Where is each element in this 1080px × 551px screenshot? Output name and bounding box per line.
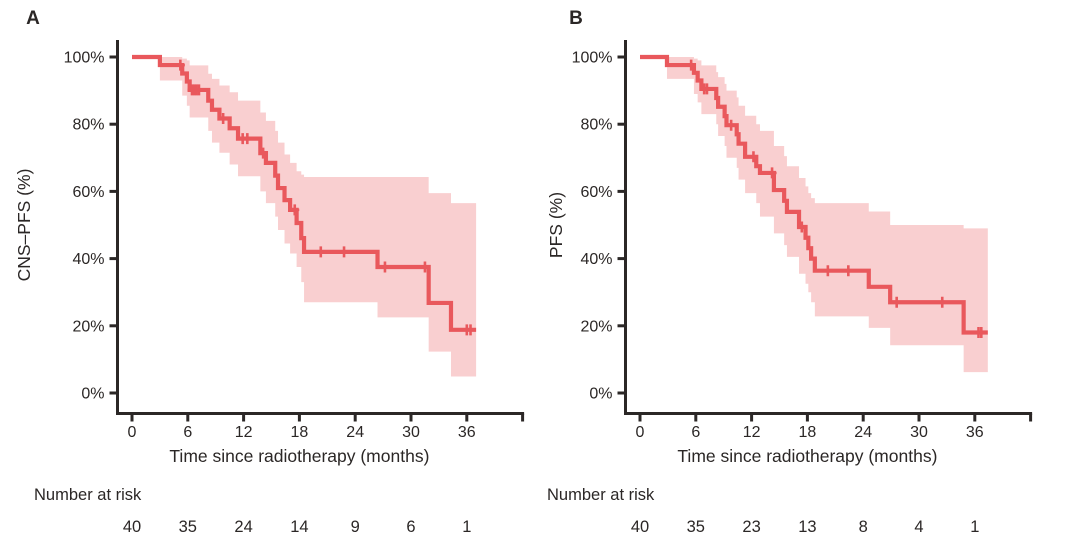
x-tick-label: 0 [636,424,645,441]
y-axis-title: CNS–PFS (%) [14,169,34,282]
censor-mark [726,119,736,131]
x-tick-label: 6 [691,424,700,441]
panel-letter: B [569,8,583,29]
risk-count: 1 [462,518,471,536]
risk-table-label: Number at risk [547,486,655,504]
censor-mark [748,151,758,163]
censor-mark [290,204,300,216]
x-axis-title: Time since radiotherapy (months) [169,446,429,466]
y-tick-label: 0% [81,386,104,403]
y-axis-title: PFS (%) [546,192,566,258]
censor-mark [843,265,853,277]
censor-mark [258,147,268,159]
x-tick-label: 24 [346,424,364,441]
censor-mark [242,133,252,145]
risk-count: 13 [798,518,816,536]
censor-mark [339,246,349,258]
x-axis-title: Time since radiotherapy (months) [677,446,937,466]
censor-mark [466,324,476,336]
censor-mark [797,221,807,233]
y-tick-label: 0% [589,386,612,403]
censor-mark [380,261,390,273]
censor-mark [892,296,902,308]
risk-count: 24 [234,518,252,536]
x-tick-label: 36 [966,424,984,441]
panel-letter: A [26,8,40,29]
risk-count: 6 [406,518,415,536]
x-tick-label: 0 [128,424,137,441]
risk-count: 40 [631,518,649,536]
risk-table-label: Number at risk [34,486,142,504]
x-tick-label: 30 [402,424,420,441]
x-tick-label: 24 [854,424,872,441]
km-panel-cns-pfs: 0% 20% 40% 60% 80% 100% 0 6 12 18 24 30 36 Time since… [14,8,525,536]
x-tick-label: 12 [743,424,761,441]
risk-count: 23 [742,518,760,536]
x-tick-label: 6 [183,424,192,441]
censor-mark [175,59,185,71]
x-tick-label: 12 [235,424,253,441]
risk-count: 40 [123,518,141,536]
censor-mark [218,112,228,124]
censor-mark [702,83,712,95]
km-curve [132,54,477,332]
risk-count: 4 [914,518,923,536]
y-tick-label: 80% [580,117,612,134]
x-tick-label: 18 [291,424,309,441]
censor-mark [823,265,833,277]
censor-mark [194,84,204,96]
censor-mark [420,261,430,273]
y-tick-label: 20% [72,318,104,335]
censor-mark [767,167,777,179]
axis-lines [624,40,1033,415]
censor-mark [316,246,326,258]
y-tick-label: 40% [72,251,104,268]
y-tick-label: 100% [64,50,105,67]
risk-count: 35 [179,518,197,536]
risk-count: 8 [859,518,868,536]
y-tick-label: 40% [580,251,612,268]
risk-count: 1 [970,518,979,536]
censor-mark [937,296,947,308]
x-tick-label: 18 [799,424,817,441]
y-tick-label: 100% [572,50,613,67]
risk-count: 14 [290,518,308,536]
y-tick-label: 60% [580,184,612,201]
confidence-band [159,57,477,377]
confidence-band [666,57,988,373]
x-tick-label: 30 [910,424,928,441]
risk-count: 35 [687,518,705,536]
censor-mark [976,327,986,339]
y-tick-label: 80% [72,117,104,134]
censor-mark [686,59,696,71]
risk-count: 9 [351,518,360,536]
y-tick-label: 20% [580,318,612,335]
axis-lines [116,40,525,415]
x-tick-label: 36 [458,424,476,441]
y-tick-label: 60% [72,184,104,201]
